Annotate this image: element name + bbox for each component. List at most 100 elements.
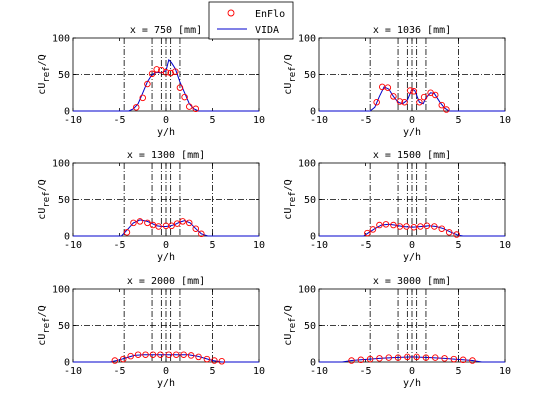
- x-tick-label: 0: [409, 366, 415, 377]
- enflo-point: [357, 356, 365, 364]
- enflo-point: [192, 105, 200, 113]
- enflo-point: [155, 223, 162, 230]
- x-tick-label: 10: [499, 240, 511, 251]
- enflo-point: [127, 352, 134, 360]
- enflo-point: [431, 223, 438, 230]
- enflo-point: [218, 358, 226, 365]
- enflo-point: [153, 66, 160, 73]
- x-tick-label: 5: [209, 366, 215, 377]
- x-tick-label: -5: [113, 366, 125, 377]
- panel-title: x = 2000 [mm]: [127, 276, 205, 287]
- enflo-point: [187, 352, 195, 359]
- x-tick-label: 5: [209, 240, 215, 251]
- panel-title: x = 1300 [mm]: [127, 150, 205, 161]
- enflo-point: [176, 84, 184, 91]
- panel-title: x = 3000 [mm]: [373, 276, 451, 287]
- enflo-point: [366, 355, 374, 363]
- enflo-point: [119, 355, 127, 363]
- enflo-point: [406, 87, 414, 94]
- y-tick-label: 100: [298, 285, 316, 296]
- x-tick-label: -5: [359, 366, 371, 377]
- y-axis-label: cUref/Q: [37, 54, 52, 94]
- x-axis-label: y/h: [157, 378, 175, 389]
- enflo-point: [443, 106, 450, 113]
- enflo-point: [348, 357, 355, 364]
- enflo-point: [420, 93, 428, 101]
- x-tick-label: 5: [455, 366, 461, 377]
- enflo-point: [445, 229, 453, 236]
- y-tick-label: 0: [64, 232, 70, 243]
- enflo-point: [211, 357, 218, 364]
- legend-enflo-marker: [227, 9, 235, 17]
- y-tick-label: 0: [64, 358, 70, 369]
- enflo-point: [157, 351, 164, 358]
- y-axis-label: cUref/Q: [283, 179, 298, 219]
- enflo-point: [168, 222, 175, 230]
- x-axis-label: y/h: [403, 252, 421, 263]
- y-tick-label: 50: [58, 195, 70, 206]
- enflo-point: [139, 94, 146, 102]
- x-tick-label: -5: [113, 115, 125, 126]
- enflo-point: [384, 84, 392, 91]
- y-tick-label: 100: [52, 159, 70, 170]
- x-tick-label: -10: [310, 366, 328, 377]
- enflo-point: [403, 223, 410, 230]
- enflo-point: [172, 68, 179, 75]
- enflo-point: [417, 223, 424, 230]
- enflo-point: [376, 221, 383, 229]
- y-tick-label: 100: [52, 34, 70, 45]
- enflo-point: [410, 88, 418, 95]
- enflo-point: [396, 223, 404, 230]
- y-axis-label: cUref/Q: [283, 305, 298, 345]
- enflo-point: [432, 91, 439, 99]
- x-axis-label: y/h: [403, 378, 421, 389]
- enflo-point: [394, 354, 402, 361]
- enflo-point: [413, 353, 420, 361]
- legend-enflo-label: EnFlo: [255, 9, 285, 20]
- x-tick-label: 10: [253, 240, 265, 251]
- enflo-point: [181, 93, 188, 101]
- x-tick-label: 5: [455, 115, 461, 126]
- enflo-point: [423, 222, 431, 230]
- enflo-point: [382, 221, 390, 228]
- enflo-point: [396, 98, 404, 105]
- enflo-point: [130, 219, 137, 227]
- x-tick-label: -5: [359, 240, 371, 251]
- enflo-point: [438, 225, 446, 232]
- enflo-point: [162, 69, 170, 76]
- enflo-point: [404, 353, 411, 361]
- y-tick-label: 0: [64, 107, 70, 118]
- x-tick-label: -10: [310, 240, 328, 251]
- enflo-point: [450, 355, 458, 363]
- x-tick-label: 10: [253, 366, 265, 377]
- enflo-point: [385, 354, 393, 361]
- x-tick-label: 0: [163, 366, 169, 377]
- enflo-point: [173, 220, 181, 227]
- x-tick-label: 5: [455, 240, 461, 251]
- enflo-point: [416, 98, 423, 106]
- x-tick-label: -5: [359, 115, 371, 126]
- enflo-point: [192, 225, 200, 232]
- enflo-point: [132, 104, 140, 111]
- y-axis-label: cUref/Q: [283, 54, 298, 94]
- y-tick-label: 100: [298, 34, 316, 45]
- x-axis-label: y/h: [157, 252, 175, 263]
- x-tick-label: 5: [209, 115, 215, 126]
- y-axis-label: cUref/Q: [37, 179, 52, 219]
- enflo-point: [165, 351, 173, 358]
- x-axis-label: y/h: [157, 127, 175, 138]
- x-tick-label: 0: [163, 115, 169, 126]
- x-tick-label: 10: [499, 115, 511, 126]
- x-tick-label: 0: [409, 115, 415, 126]
- y-tick-label: 50: [304, 321, 316, 332]
- enflo-point: [438, 101, 446, 109]
- panel-title: x = 1036 [mm]: [373, 25, 451, 36]
- enflo-point: [410, 223, 418, 231]
- enflo-point: [401, 98, 408, 106]
- enflo-point: [422, 354, 430, 361]
